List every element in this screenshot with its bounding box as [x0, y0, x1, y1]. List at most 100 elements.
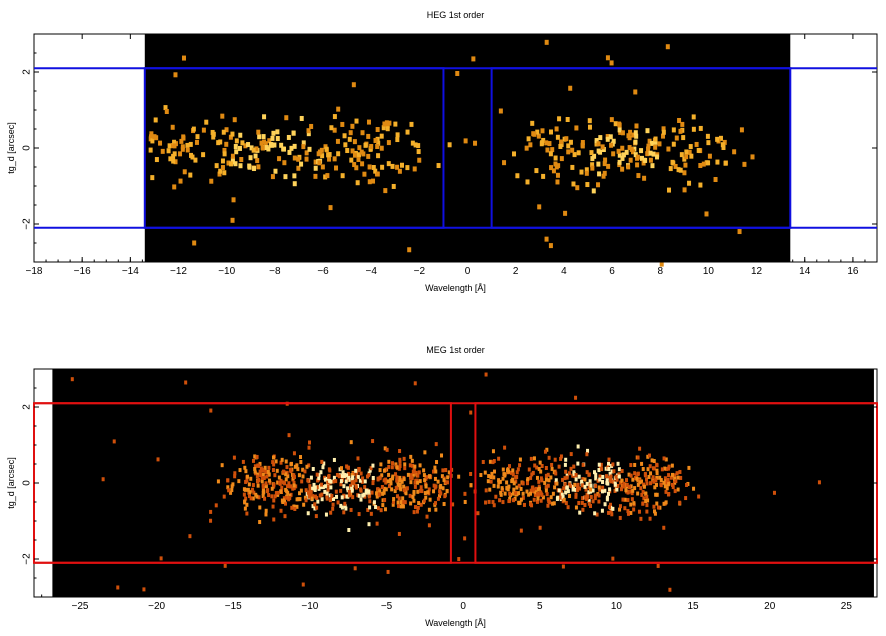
photon-event [313, 488, 317, 493]
photon-event [284, 472, 288, 477]
photon-event [284, 495, 288, 500]
photon-event [399, 162, 404, 168]
photon-event [555, 179, 560, 185]
photon-event [680, 121, 685, 127]
photon-event [309, 123, 314, 129]
photon-event [706, 160, 711, 166]
photon-event [535, 499, 539, 504]
photon-event [641, 501, 645, 506]
photon-event [412, 166, 417, 172]
x-tick-label: 0 [460, 601, 466, 612]
photon-event [696, 147, 701, 153]
photon-event [644, 491, 648, 496]
photon-event [498, 479, 502, 484]
photon-event [645, 481, 649, 486]
photon-event [617, 127, 622, 133]
photon-event [581, 477, 585, 482]
photon-event [329, 510, 333, 515]
photon-event [444, 468, 448, 473]
photon-event [170, 124, 175, 130]
photon-event [376, 487, 380, 492]
photon-event [578, 510, 582, 515]
photon-event [678, 469, 682, 474]
photon-event [655, 471, 659, 476]
photon-event [552, 501, 556, 506]
background-event [605, 55, 610, 61]
photon-event [427, 507, 431, 512]
photon-event [306, 511, 310, 516]
background-event [698, 163, 703, 169]
photon-event [272, 142, 277, 148]
photon-event [567, 471, 571, 476]
photon-event [391, 502, 395, 507]
photon-event [539, 469, 543, 474]
photon-event [148, 134, 153, 140]
photon-event [676, 475, 680, 480]
photon-event [574, 505, 578, 510]
photon-event [609, 502, 613, 507]
photon-event [654, 492, 658, 497]
photon-event [664, 480, 668, 485]
photon-event [518, 457, 522, 462]
photon-event [687, 180, 692, 186]
photon-event [613, 121, 618, 127]
photon-event [299, 455, 303, 460]
photon-event [284, 115, 289, 121]
photon-event [682, 170, 687, 176]
background-event [531, 131, 536, 137]
photon-event [395, 478, 399, 483]
photon-event [636, 491, 640, 496]
photon-event [271, 504, 275, 509]
background-event [665, 44, 670, 50]
photon-event [317, 473, 321, 478]
photon-event [329, 479, 333, 484]
photon-event [581, 483, 585, 488]
photon-event [497, 456, 501, 461]
photon-event [556, 163, 561, 169]
photon-event [382, 468, 386, 473]
photon-event [366, 133, 371, 139]
photon-event [252, 166, 257, 172]
photon-event [422, 473, 426, 478]
photon-event [397, 496, 401, 501]
photon-event [605, 134, 610, 140]
photon-event [585, 452, 589, 457]
photon-event [469, 471, 473, 476]
photon-event [566, 489, 570, 494]
background-event [817, 480, 821, 485]
photon-event [267, 472, 271, 477]
photon-event [517, 491, 521, 496]
photon-event [594, 476, 598, 481]
photon-event [260, 145, 265, 151]
photon-event [230, 484, 234, 489]
photon-event [651, 477, 655, 482]
photon-event [311, 494, 315, 499]
photon-event [434, 501, 438, 506]
photon-event [439, 483, 443, 488]
photon-event [398, 475, 402, 480]
photon-event [396, 500, 400, 505]
photon-event [601, 480, 605, 485]
photon-event [390, 163, 395, 169]
photon-event [646, 498, 650, 503]
photon-event [356, 456, 360, 461]
photon-event [535, 129, 540, 135]
photon-event [255, 454, 259, 459]
photon-event [347, 493, 351, 498]
photon-event [570, 164, 575, 170]
y-axis-label: tg_d [arcsec] [6, 122, 16, 174]
photon-event [204, 119, 209, 125]
photon-event [628, 485, 632, 490]
photon-event [300, 479, 304, 484]
photon-event [279, 478, 283, 483]
photon-event [284, 487, 288, 492]
x-tick-label: −12 [170, 266, 187, 277]
photon-event [539, 476, 543, 481]
photon-event [266, 469, 270, 474]
photon-event [631, 132, 636, 138]
photon-event [651, 475, 655, 480]
photon-event [684, 154, 689, 160]
photon-event [356, 152, 361, 158]
photon-event [418, 479, 422, 484]
x-axis-label: Wavelength [Å] [425, 618, 486, 628]
